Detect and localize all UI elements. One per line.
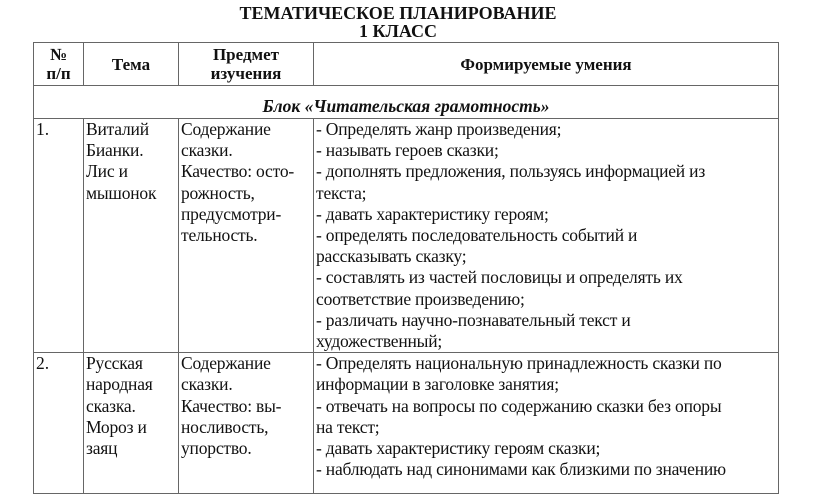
text-line: - Определять жанр произведения; xyxy=(316,119,562,139)
text-line: информации в заголовке занятия; xyxy=(316,374,559,395)
text-line: художественный; xyxy=(316,331,443,352)
text-line: - дополнять предложения, пользуясь инфор… xyxy=(316,161,706,182)
text-line: сказка. xyxy=(86,395,136,416)
document-subtitle: 1 КЛАСС xyxy=(358,21,438,41)
text-line: Мороз и xyxy=(86,416,147,437)
text-line: сказки. xyxy=(181,140,233,161)
text-line: Бианки. xyxy=(86,140,144,161)
text-line: текста; xyxy=(316,182,367,203)
text-line: - давать характеристику героям сказки; xyxy=(316,438,601,459)
text-line: - определять последовательность событий … xyxy=(316,225,638,246)
header-row: № п/п Тема Предмет изучения Формируемые … xyxy=(33,42,779,86)
text-line: рассказывать сказку; xyxy=(316,246,467,267)
text-line: носливость, xyxy=(181,416,269,437)
block-heading: Блок «Читательская грамотность» xyxy=(33,85,779,119)
planning-table: № п/п Тема Предмет изучения Формируемые … xyxy=(33,42,779,494)
text-line: Содержание xyxy=(181,119,271,139)
text-line: Качество: вы- xyxy=(181,395,282,416)
table-row: 1. Виталий Бианки. Лис и мышонок Содержание… xyxy=(33,117,779,354)
row-skills: - Определять жанр произведения; - называт… xyxy=(313,117,779,354)
header-num: № п/п xyxy=(33,42,84,86)
row-subject: Содержание сказки. Качество: осто-рожность… xyxy=(178,117,314,354)
row-skills: - Определять национальную принадлежность… xyxy=(313,352,779,494)
text-line: предусмотри- xyxy=(181,203,282,224)
text-line: - различать научно-познавательный текст … xyxy=(316,309,631,330)
row-topic: Виталий Бианки. Лис и мышонок xyxy=(83,117,179,354)
table-row: 2. Русская народная сказка. Мороз и заяц Сод… xyxy=(33,352,779,494)
row-subject: Содержание сказки. Качество: вы-носливость… xyxy=(178,352,314,494)
header-skills: Формируемые умения xyxy=(313,42,779,86)
header-subject: Предмет изучения xyxy=(178,42,314,86)
text-line: Содержание xyxy=(181,353,271,374)
text-line: - давать характеристику героям; xyxy=(316,203,549,224)
text-line: Виталий xyxy=(86,119,149,139)
document-title: ТЕМАТИЧЕСКОЕ ПЛАНИРОВАНИЕ xyxy=(239,3,557,23)
text-line: - наблюдать над синонимами как близкими … xyxy=(316,459,726,480)
block-row: Блок «Читательская грамотность» xyxy=(33,85,779,119)
text-line: тельность. xyxy=(181,225,258,246)
text-line: - называть героев сказки; xyxy=(316,140,499,161)
row-num: 2. xyxy=(33,352,84,494)
text-line: упорство. xyxy=(181,438,252,459)
text-line: - составлять из частей пословицы и опред… xyxy=(316,267,683,288)
header-topic: Тема xyxy=(83,42,179,86)
text-line: заяц xyxy=(86,438,118,459)
text-line: соответствие произведению; xyxy=(316,288,525,309)
row-topic: Русская народная сказка. Мороз и заяц xyxy=(83,352,179,494)
row-num: 1. xyxy=(33,117,84,354)
text-line: Русская xyxy=(86,353,143,374)
text-line: Качество: осто- xyxy=(181,161,295,182)
text-line: на текст; xyxy=(316,416,380,437)
text-line: Лис и xyxy=(86,161,128,182)
text-line: мышонок xyxy=(86,182,157,203)
text-line: народная xyxy=(86,374,153,395)
text-line: сказки. xyxy=(181,374,233,395)
text-line: - отвечать на вопросы по содержанию сказ… xyxy=(316,395,722,416)
text-line: рожность, xyxy=(181,182,255,203)
text-line: - Определять национальную принадлежность… xyxy=(316,353,722,374)
